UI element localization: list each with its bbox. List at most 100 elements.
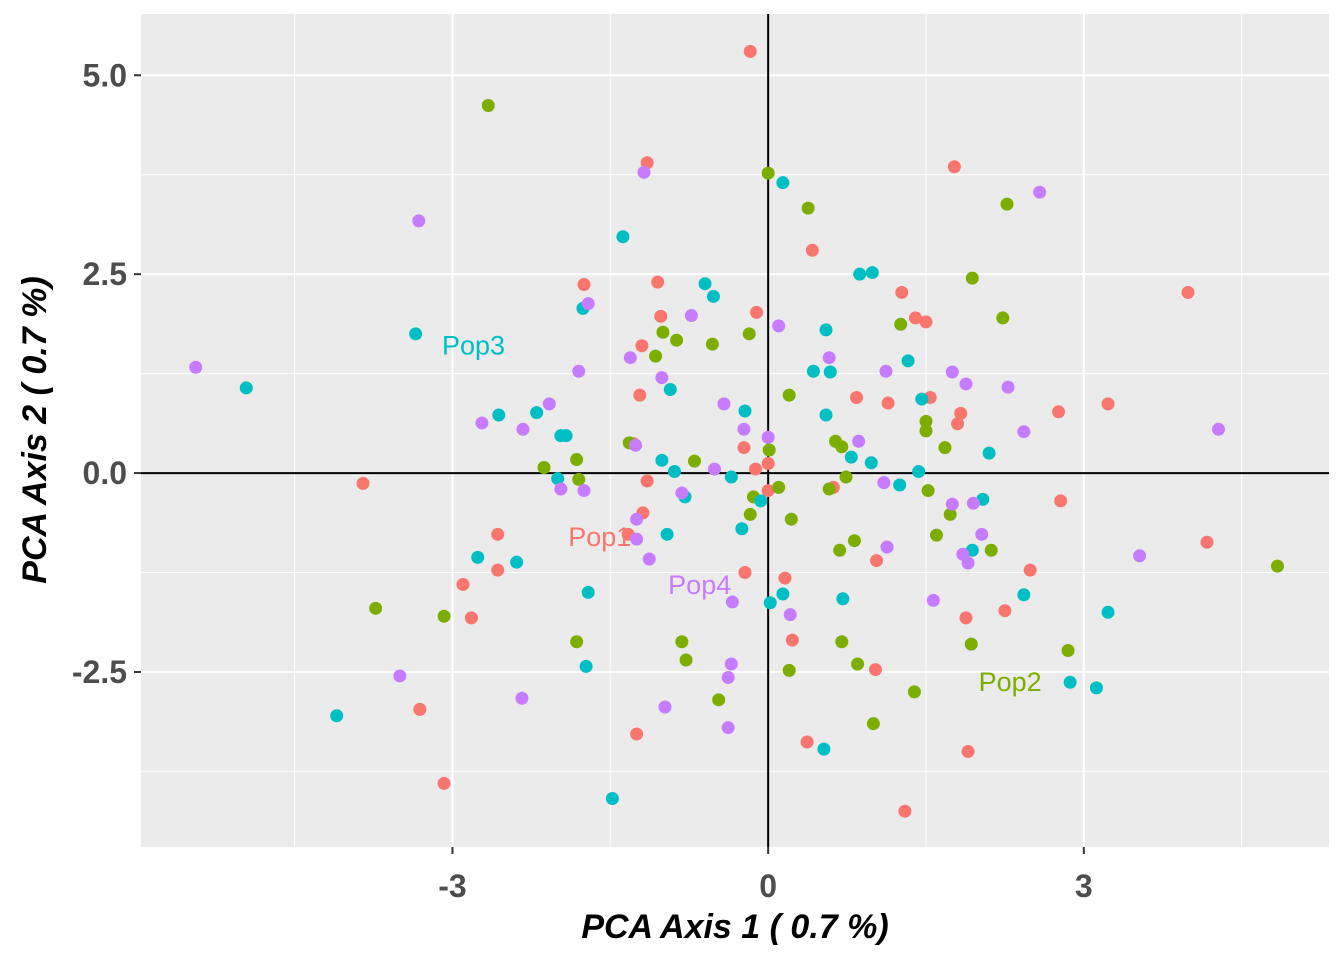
point-pop1	[761, 457, 775, 471]
point-pop3	[823, 365, 837, 379]
point-pop2	[679, 653, 693, 667]
point-pop2	[782, 388, 796, 402]
point-pop3	[551, 472, 565, 486]
point-pop2	[801, 201, 815, 215]
point-pop3	[510, 555, 524, 569]
point-pop2	[537, 460, 551, 474]
label-pop2: Pop2	[979, 667, 1042, 697]
point-pop1	[1101, 397, 1115, 411]
point-pop4	[975, 527, 989, 541]
point-pop3	[724, 470, 738, 484]
y-tick-label: 0.0	[83, 455, 127, 491]
point-pop1	[635, 339, 649, 353]
point-pop1	[998, 604, 1012, 618]
point-pop2	[784, 512, 798, 526]
point-pop1	[749, 462, 763, 476]
point-pop3	[667, 464, 681, 478]
point-pop2	[649, 349, 663, 363]
point-pop3	[616, 230, 630, 244]
y-tick-label: 5.0	[83, 57, 127, 93]
point-pop2	[369, 601, 383, 615]
point-pop1	[651, 275, 665, 289]
point-pop3	[409, 327, 423, 341]
point-pop3	[706, 289, 720, 303]
point-pop2	[833, 543, 847, 557]
point-pop1	[356, 476, 370, 490]
point-pop3	[239, 381, 253, 395]
point-pop3	[836, 592, 850, 606]
point-pop3	[912, 464, 926, 478]
x-tick-label: -3	[438, 868, 466, 904]
point-pop4	[655, 371, 669, 385]
point-pop2	[670, 333, 684, 347]
point-pop2	[687, 454, 701, 468]
point-pop4	[966, 496, 980, 510]
point-pop2	[675, 635, 689, 649]
label-pop4: Pop4	[668, 570, 731, 600]
point-pop2	[996, 311, 1010, 325]
point-pop1	[805, 243, 819, 257]
point-pop2	[847, 534, 861, 548]
point-pop1	[1052, 405, 1066, 419]
label-pop3: Pop3	[442, 330, 505, 360]
point-pop4	[961, 556, 975, 570]
point-pop1	[959, 611, 973, 625]
point-pop4	[1212, 422, 1226, 436]
point-pop4	[721, 721, 735, 735]
point-pop4	[725, 595, 739, 609]
point-pop3	[915, 392, 929, 406]
point-pop1	[491, 527, 505, 541]
point-pop4	[658, 700, 672, 714]
point-pop2	[772, 480, 786, 494]
series-pop4	[189, 165, 1226, 735]
point-pop3	[864, 456, 878, 470]
point-pop3	[698, 277, 712, 291]
point-pop2	[919, 424, 933, 438]
point-pop3	[738, 404, 752, 418]
point-pop2	[938, 441, 952, 455]
point-pop3	[844, 450, 858, 464]
point-pop4	[554, 482, 568, 496]
point-pop2	[570, 635, 584, 649]
point-pop4	[1133, 549, 1147, 563]
point-pop4	[642, 552, 656, 566]
point-pop3	[817, 742, 831, 756]
population-labels: Pop1 Pop2 Pop3 Pop4	[442, 330, 1042, 697]
point-pop3	[776, 176, 790, 190]
y-axis: -2.5 0.0 2.5 5.0	[72, 57, 141, 690]
point-pop4	[852, 434, 866, 448]
y-tick-label: 2.5	[83, 256, 127, 292]
point-pop2	[656, 325, 670, 339]
point-pop1	[743, 44, 757, 58]
point-pop4	[623, 351, 637, 365]
point-pop1	[870, 554, 884, 568]
point-pop1	[947, 160, 961, 174]
point-pop2	[1000, 197, 1014, 211]
point-pop2	[1061, 643, 1075, 657]
point-pop3	[865, 266, 879, 280]
point-pop2	[782, 663, 796, 677]
point-pop4	[189, 360, 203, 374]
point-pop1	[577, 278, 591, 292]
point-pop4	[515, 691, 529, 705]
point-pop4	[684, 309, 698, 323]
point-pop3	[660, 527, 674, 541]
series-pop1	[356, 44, 1214, 818]
point-pop4	[577, 484, 591, 498]
point-pop4	[1001, 380, 1015, 394]
point-pop4	[772, 319, 786, 333]
point-pop4	[393, 669, 407, 683]
point-pop1	[898, 804, 912, 818]
point-pop3	[735, 522, 749, 536]
point-pop2	[894, 317, 908, 331]
point-pop3	[1063, 675, 1077, 689]
point-pop4	[783, 608, 797, 622]
point-pop2	[761, 166, 775, 180]
point-pop2	[712, 693, 726, 707]
point-pop1	[908, 311, 922, 325]
point-pop1	[881, 396, 895, 410]
point-pop4	[1033, 185, 1047, 199]
point-pop4	[707, 462, 721, 476]
point-pop4	[630, 532, 644, 546]
point-pop4	[737, 422, 751, 436]
